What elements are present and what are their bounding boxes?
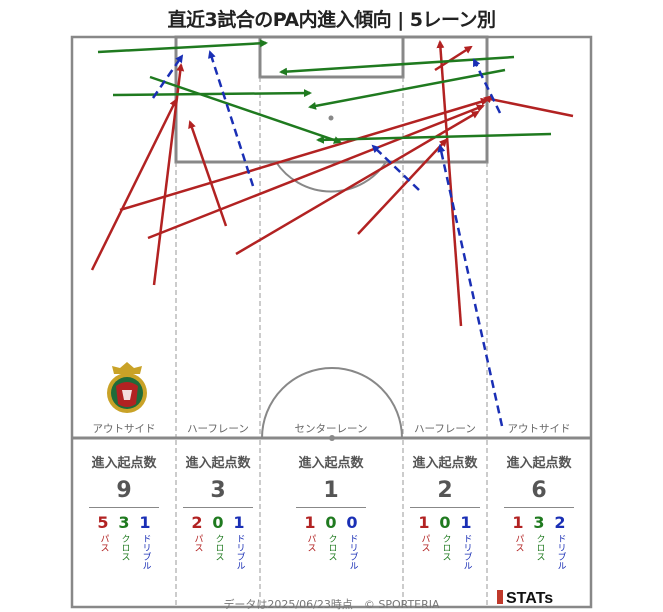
pass-label: パス — [513, 534, 524, 552]
stat-total: 2 — [410, 478, 480, 508]
dribble-label: ドリブル — [347, 534, 358, 570]
pass-arrow — [119, 97, 489, 212]
stat-header: 進入起点数 — [298, 456, 364, 471]
cross-arrow — [112, 89, 312, 98]
cross-count: 0 — [325, 513, 337, 532]
pass-arrow — [436, 40, 463, 327]
pass-label: パス — [98, 534, 109, 552]
club-crest-logo — [107, 362, 147, 413]
cross-count: 3 — [533, 513, 545, 532]
pass-arrow — [147, 104, 485, 240]
dribble-count: 1 — [233, 513, 245, 532]
lane-label-halflane-left: ハーフレーン — [187, 423, 249, 435]
pass-label: パス — [192, 534, 203, 552]
brand-mark-icon — [497, 590, 503, 604]
pass-label: パス — [419, 534, 430, 552]
cross-arrow — [279, 55, 515, 76]
lane-stats-outside-right: 進入起点数 6 1 パス 3 クロス 2 ドリブル — [489, 452, 589, 570]
stat-total: 6 — [504, 478, 574, 508]
cross-label: クロス — [326, 534, 337, 561]
dribble-arrow — [437, 144, 504, 427]
footer-credit: データは2025/06/23時点 © SPORTERIA — [223, 598, 440, 611]
cross-count: 0 — [212, 513, 224, 532]
cross-label: クロス — [213, 534, 224, 561]
stat-header: 進入起点数 — [506, 456, 572, 471]
dribble-count: 0 — [346, 513, 358, 532]
cross-arrow — [308, 68, 506, 110]
dribble-label: ドリブル — [234, 534, 245, 570]
lane-label-outside-left: アウトサイド — [92, 423, 156, 435]
dribble-arrow — [472, 58, 502, 114]
dribble-count: 2 — [554, 513, 566, 532]
page-title: 直近3試合のPA内進入傾向 | 5レーン別 — [167, 9, 496, 31]
lane-stats-outside-left: 進入起点数 9 5 パス 3 クロス 1 ドリブル — [74, 452, 174, 570]
pass-count: 1 — [304, 513, 316, 532]
brand-name: STATs — [506, 590, 554, 607]
penalty-arc — [275, 161, 387, 193]
pass-arrow — [483, 95, 574, 118]
pass-count: 1 — [418, 513, 430, 532]
stat-total: 9 — [89, 478, 159, 508]
lane-stats-halflane-right: 進入起点数 2 1 パス 0 クロス 1 ドリブル — [395, 452, 495, 570]
dribble-count: 1 — [139, 513, 151, 532]
pass-arrow — [434, 45, 473, 72]
stat-header: 進入起点数 — [412, 456, 478, 471]
pass-arrows — [90, 40, 574, 327]
cross-arrow — [149, 75, 342, 144]
goal-area — [258, 35, 405, 79]
stat-total: 1 — [296, 478, 366, 508]
lane-label-outside-right: アウトサイド — [507, 423, 571, 435]
stat-header: 進入起点数 — [91, 456, 157, 471]
dribble-arrow — [151, 54, 184, 99]
lane-stats-halflane-left: 進入起点数 3 2 パス 0 クロス 1 ドリブル — [168, 452, 268, 570]
cross-arrow — [97, 39, 268, 54]
center-spot — [329, 435, 335, 441]
pass-arrow — [357, 138, 448, 235]
pass-count: 5 — [97, 513, 109, 532]
cross-arrow — [316, 132, 552, 144]
cross-arrows — [97, 39, 552, 144]
cross-label: クロス — [534, 534, 545, 561]
cross-label: クロス — [119, 534, 130, 561]
lane-label-halflane-right: ハーフレーン — [414, 423, 476, 435]
dribble-label: ドリブル — [461, 534, 472, 570]
brand-logo: STATs — [497, 590, 553, 608]
stat-header: 進入起点数 — [185, 456, 251, 471]
stat-total: 3 — [183, 478, 253, 508]
lane-label-center: センターレーン — [294, 423, 368, 435]
pass-count: 2 — [191, 513, 203, 532]
dribble-arrows — [151, 50, 504, 427]
cross-count: 3 — [118, 513, 130, 532]
cross-label: クロス — [440, 534, 451, 561]
pass-arrow — [152, 63, 185, 286]
dribble-arrow — [371, 144, 420, 191]
dribble-arrow — [208, 50, 255, 187]
dribble-label: ドリブル — [555, 534, 566, 570]
penalty-spot — [328, 115, 334, 121]
pass-arrow — [235, 110, 480, 256]
pass-arrow — [90, 98, 178, 271]
lane-stats-center: 進入起点数 1 1 パス 0 クロス 0 ドリブル — [281, 452, 381, 570]
pass-count: 1 — [512, 513, 524, 532]
pass-label: パス — [305, 534, 316, 552]
cross-count: 0 — [439, 513, 451, 532]
dribble-label: ドリブル — [140, 534, 151, 570]
dribble-count: 1 — [460, 513, 472, 532]
center-circle — [261, 367, 403, 439]
